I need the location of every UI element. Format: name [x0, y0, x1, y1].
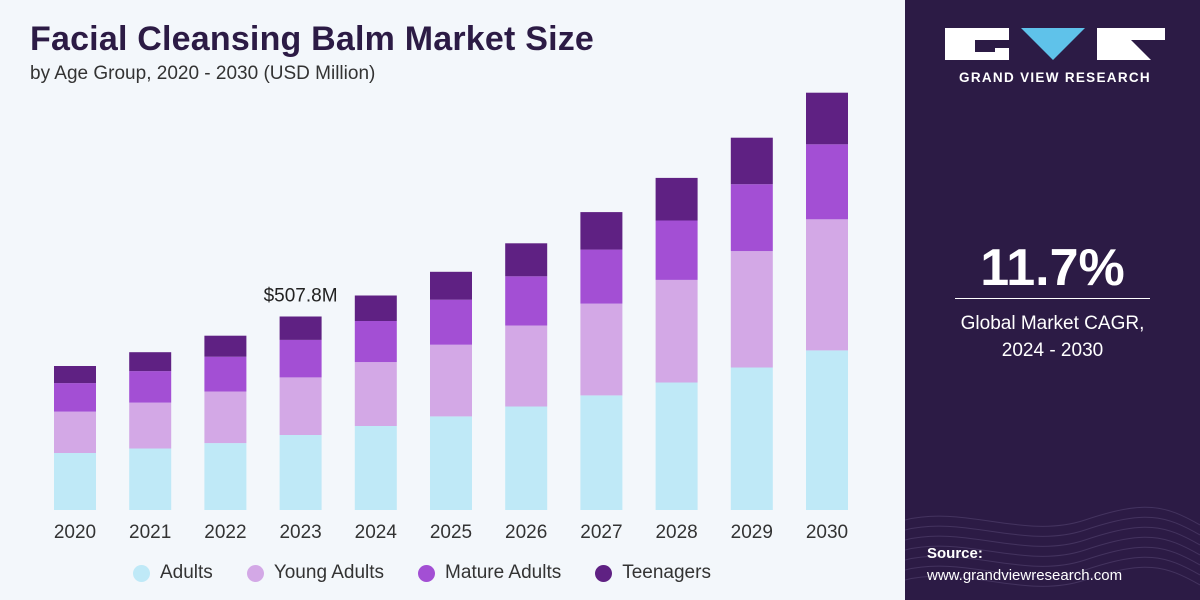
- x-tick-label-2028: 2028: [655, 522, 697, 543]
- bar-2025-teenagers: [430, 271, 472, 300]
- legend-swatch-teenagers: [595, 564, 613, 582]
- bar-2020-mature-adults: [54, 383, 96, 412]
- source-url: www.grandviewresearch.com: [927, 567, 1123, 584]
- legend-swatch-mature-adults: [418, 564, 436, 582]
- bar-2020-young-adults: [54, 411, 96, 453]
- chart-area: Facial Cleansing Balm Market Size by Age…: [0, 0, 905, 600]
- x-tick-label-2021: 2021: [129, 522, 171, 543]
- bar-2026-teenagers: [505, 243, 548, 277]
- bar-2021-teenagers: [129, 352, 172, 372]
- bar-2024-mature-adults: [354, 321, 397, 363]
- bar-2027-young-adults: [580, 303, 623, 396]
- legend-label-adults: Adults: [160, 562, 213, 583]
- bar-2025-adults: [430, 416, 472, 510]
- chart-subtitle: by Age Group, 2020 - 2030 (USD Million): [30, 63, 376, 84]
- bar-2022-adults: [204, 443, 247, 510]
- bar-2023-teenagers: [279, 316, 322, 340]
- x-tick-label-2029: 2029: [731, 522, 773, 543]
- bar-2024-teenagers: [354, 295, 397, 321]
- source-title: Source:: [927, 545, 983, 562]
- cagr-label-line2: 2024 - 2030: [1001, 340, 1104, 361]
- legend-label-teenagers: Teenagers: [622, 562, 711, 583]
- bar-2023-young-adults: [279, 377, 322, 435]
- bar-2021-adults: [129, 448, 172, 510]
- bar-2026-mature-adults: [505, 276, 548, 326]
- bar-2028-young-adults: [655, 279, 698, 383]
- x-tick-label-2024: 2024: [355, 522, 398, 543]
- data-label-2023: $507.8M: [264, 286, 338, 307]
- bar-2025-young-adults: [430, 344, 472, 417]
- bar-2023-adults: [279, 435, 322, 510]
- bar-2029-young-adults: [730, 251, 773, 368]
- stacked-bar-chart: 2020 2021 2022 2023 $507.8M 2024 2025 2026 2027 2…: [54, 92, 848, 543]
- cagr-label: Global Market CAGR, 2024 - 2030: [905, 310, 1200, 364]
- bar-2022-teenagers: [204, 335, 247, 357]
- legend-item-adults: Adults: [133, 562, 213, 584]
- legend-swatch-adults: [133, 564, 150, 582]
- bar-2022-young-adults: [204, 391, 247, 444]
- legend-item-young-adults: Young Adults: [246, 562, 385, 584]
- legend-swatch-young-adults: [246, 564, 264, 582]
- x-tick-label-2027: 2027: [580, 522, 622, 543]
- chart-legend: Adults Young Adults Mature Adults Teenag…: [133, 562, 745, 584]
- bar-2029-teenagers: [730, 137, 773, 185]
- bar-2028-adults: [655, 382, 698, 510]
- bar-2025-mature-adults: [430, 299, 472, 345]
- legend-label-young-adults: Young Adults: [273, 562, 385, 583]
- bar-2022-mature-adults: [204, 356, 247, 392]
- bar-2020-adults: [54, 453, 96, 510]
- bar-2027-adults: [580, 395, 623, 510]
- bar-2028-teenagers: [655, 177, 698, 221]
- grand-view-research-logo: [945, 28, 1165, 60]
- legend-label-mature-adults: Mature Adults: [445, 562, 562, 583]
- info-panel: GRAND VIEW RESEARCH 11.7% Global Market …: [905, 0, 1200, 600]
- bar-2029-mature-adults: [730, 184, 773, 252]
- bar-2024-young-adults: [354, 362, 397, 426]
- bar-2030-mature-adults: [806, 144, 848, 220]
- x-tick-label-2025: 2025: [430, 522, 472, 543]
- bar-2027-teenagers: [580, 212, 623, 250]
- x-tick-label-2020: 2020: [54, 522, 96, 543]
- cagr-label-line1: Global Market CAGR,: [960, 313, 1145, 334]
- bar-2026-young-adults: [505, 325, 548, 407]
- bar-2028-mature-adults: [655, 220, 698, 280]
- brand-name: GRAND VIEW RESEARCH: [959, 70, 1151, 85]
- bar-2027-mature-adults: [580, 249, 623, 304]
- legend-item-mature-adults: Mature Adults: [418, 562, 561, 584]
- x-tick-label-2030: 2030: [806, 522, 848, 543]
- chart-title: Facial Cleansing Balm Market Size: [30, 20, 595, 58]
- bar-2021-mature-adults: [129, 371, 172, 403]
- cagr-divider: [955, 298, 1150, 299]
- cagr-value: 11.7%: [980, 239, 1125, 297]
- bar-2021-young-adults: [129, 402, 172, 449]
- bar-2020-teenagers: [54, 366, 96, 384]
- bar-2026-adults: [505, 406, 548, 510]
- decorative-wave-pattern: [905, 506, 1200, 587]
- x-tick-label-2022: 2022: [204, 522, 246, 543]
- legend-item-teenagers: Teenagers: [595, 562, 711, 584]
- bar-2030-adults: [806, 350, 848, 510]
- bar-2023-mature-adults: [279, 339, 322, 378]
- bar-2029-adults: [730, 367, 773, 510]
- bar-2030-young-adults: [806, 219, 848, 351]
- x-tick-label-2026: 2026: [505, 522, 547, 543]
- bar-2030-teenagers: [806, 92, 848, 145]
- x-tick-label-2023: 2023: [279, 522, 321, 543]
- bar-2024-adults: [354, 426, 397, 510]
